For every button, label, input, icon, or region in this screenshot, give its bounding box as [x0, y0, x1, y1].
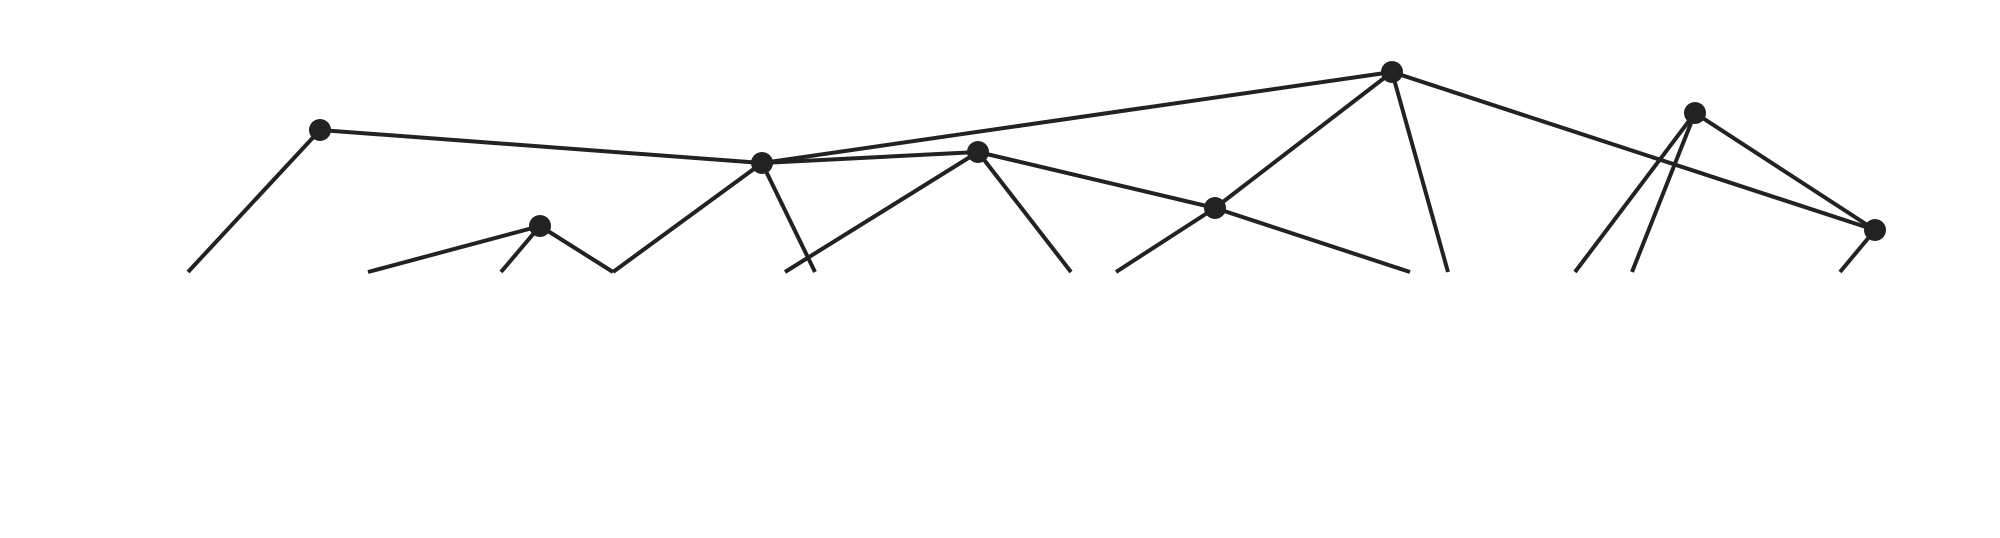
graph-edge — [1391, 70, 1876, 232]
graph-edge-clipped — [538, 224, 615, 274]
graph-node — [751, 152, 773, 174]
graph-edge — [319, 128, 763, 165]
graph-node — [529, 215, 551, 237]
graph-edge-clipped — [783, 150, 980, 274]
graph-edge-clipped — [186, 128, 322, 274]
graph-edge-clipped — [1390, 71, 1450, 273]
graph-node — [1864, 219, 1886, 241]
graph-edge-clipped — [1573, 111, 1697, 274]
graph-edge — [761, 70, 1393, 165]
graph-edge-clipped — [1214, 206, 1411, 274]
graph-node — [967, 141, 989, 163]
graph-node — [1684, 102, 1706, 124]
graph-edge-clipped — [1630, 112, 1697, 273]
graph-edge-clipped — [760, 162, 817, 273]
graph-edge — [1213, 70, 1394, 210]
graph-node — [1204, 197, 1226, 219]
graph-edge-clipped — [976, 150, 1073, 274]
clipped-edge-group — [186, 71, 1877, 274]
graph-edge-clipped — [367, 224, 541, 274]
graph-node — [309, 119, 331, 141]
node-group — [309, 61, 1886, 241]
graph-edge-clipped — [1114, 206, 1217, 274]
graph-edge-clipped — [611, 161, 764, 274]
edge-group — [319, 70, 1877, 232]
graph-node — [1381, 61, 1403, 83]
graph-edge — [977, 150, 1216, 210]
graph-edge — [1693, 111, 1877, 232]
graph-edge — [761, 150, 979, 165]
